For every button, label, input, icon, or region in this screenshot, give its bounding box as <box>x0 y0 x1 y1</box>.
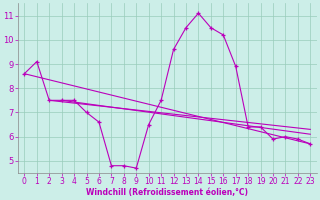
X-axis label: Windchill (Refroidissement éolien,°C): Windchill (Refroidissement éolien,°C) <box>86 188 248 197</box>
